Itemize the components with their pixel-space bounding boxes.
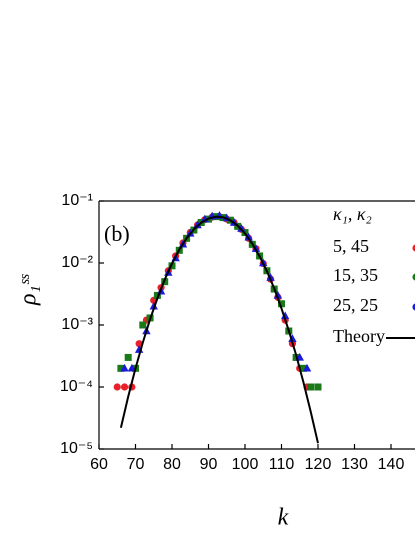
legend-label: Theory	[333, 326, 385, 346]
point	[193, 220, 202, 229]
point	[273, 290, 283, 299]
point	[120, 383, 129, 391]
legend-swatch	[412, 273, 415, 281]
point	[153, 291, 161, 299]
x-tick-label: 140	[378, 456, 405, 473]
legend-swatch	[412, 303, 415, 311]
legend-swatch	[412, 244, 415, 252]
x-tick-label: 60	[90, 456, 108, 473]
y-tick-label: 10⁻³	[61, 316, 93, 333]
y-tick-label: 10⁻¹	[61, 192, 93, 209]
annotation: (b)	[104, 221, 130, 246]
y-axis-label: ρ₁ˢˢ	[16, 274, 42, 306]
x-tick-label: 100	[232, 456, 259, 473]
x-tick-label: 110	[269, 456, 295, 473]
theory-line	[119, 215, 319, 444]
legend-title: κ₁, κ₂	[333, 204, 372, 224]
point	[278, 300, 285, 308]
point	[135, 340, 143, 348]
legend-label: 15, 35	[333, 265, 378, 285]
point	[120, 363, 129, 372]
x-tick-label: 90	[200, 456, 218, 473]
point	[244, 232, 253, 241]
y-tick-label: 10⁻⁴	[60, 378, 93, 395]
point	[237, 224, 246, 232]
point	[307, 383, 315, 391]
point	[124, 353, 132, 361]
legend-label: 25, 25	[333, 295, 378, 315]
point	[266, 273, 275, 281]
point	[127, 363, 137, 372]
point	[280, 311, 290, 320]
point	[314, 383, 322, 391]
y-tick-label: 10⁻⁵	[60, 440, 93, 457]
point	[149, 301, 158, 310]
point	[139, 321, 147, 329]
point	[288, 334, 297, 342]
x-tick-label: 120	[305, 456, 332, 473]
legend-label: 5, 45	[333, 236, 369, 256]
x-tick-label: 70	[127, 456, 145, 473]
point	[117, 364, 125, 372]
point	[299, 364, 307, 372]
x-axis-label: k	[278, 505, 289, 531]
x-tick-label: 130	[341, 456, 368, 473]
x-tick-label: 80	[163, 456, 181, 473]
point	[113, 383, 121, 391]
point	[302, 363, 312, 372]
y-tick-label: 10⁻²	[61, 254, 93, 271]
